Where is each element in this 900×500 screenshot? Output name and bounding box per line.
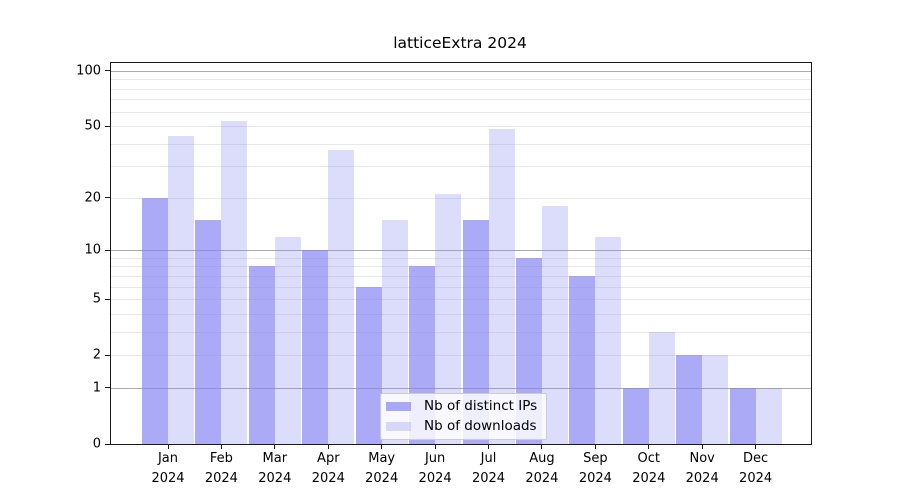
minor-gridline: [111, 355, 811, 357]
x-tick: [488, 444, 489, 449]
minor-gridline: [111, 275, 811, 277]
bar-distinct-ips-mar: [248, 266, 275, 444]
y-tick: [105, 443, 110, 445]
bar-distinct-ips-feb: [195, 219, 222, 444]
y-tick: [105, 125, 110, 127]
minor-gridline: [111, 257, 811, 259]
major-gridline: [111, 387, 811, 389]
bar-distinct-ips-dec: [729, 387, 756, 444]
bar-downloads-nov: [702, 355, 729, 444]
bar-distinct-ips-sep: [569, 275, 596, 444]
y-tick-label: 50: [84, 118, 101, 134]
bar-downloads-jan: [168, 136, 194, 444]
bar-distinct-ips-nov: [676, 355, 703, 444]
y-tick-label: 20: [84, 190, 101, 206]
x-tick: [755, 444, 757, 449]
legend: Nb of distinct IPs Nb of downloads: [380, 393, 548, 440]
y-tick-label: 1: [92, 380, 101, 396]
y-tick: [105, 387, 110, 389]
y-tick-label: 100: [76, 63, 101, 79]
x-tick-label: Oct 2024: [632, 451, 666, 486]
minor-gridline: [111, 266, 811, 268]
x-tick-label: Feb 2024: [204, 451, 238, 486]
y-tick-label: 10: [84, 242, 101, 258]
y-tick-label: 5: [92, 291, 101, 307]
minor-gridline: [111, 79, 811, 81]
minor-gridline: [111, 111, 811, 113]
y-tick: [105, 70, 110, 72]
bar-downloads-mar: [274, 236, 301, 444]
minor-gridline: [111, 88, 811, 90]
legend-swatch-distinct-ips: [386, 402, 411, 411]
bar-downloads-sep: [595, 236, 622, 444]
bar-downloads-feb: [221, 121, 248, 444]
x-tick: [648, 444, 650, 449]
minor-gridline: [111, 166, 811, 168]
minor-gridline: [111, 313, 811, 315]
legend-item-downloads: Nb of downloads: [386, 418, 537, 435]
x-tick: [274, 444, 276, 449]
chart-title: latticeExtra 2024: [393, 34, 527, 52]
y-tick-label: 0: [92, 436, 101, 452]
x-tick-label: Mar 2024: [258, 451, 292, 486]
y-tick: [105, 354, 110, 356]
bar-distinct-ips-may: [355, 286, 382, 444]
x-tick: [434, 444, 436, 449]
legend-swatch-downloads: [386, 422, 411, 431]
legend-label-downloads: Nb of downloads: [424, 418, 537, 434]
bar-downloads-jul: [488, 129, 515, 444]
x-tick-label: Jul 2024: [471, 451, 506, 486]
minor-gridline: [111, 99, 811, 101]
x-tick: [381, 444, 383, 449]
y-tick: [105, 298, 110, 300]
x-tick: [220, 444, 222, 449]
bar-distinct-ips-apr: [302, 250, 329, 444]
minor-gridline: [111, 331, 811, 333]
bar-downloads-apr: [328, 149, 355, 444]
y-tick: [105, 197, 110, 199]
x-tick: [541, 444, 543, 449]
major-gridline: [111, 70, 811, 72]
legend-item-distinct-ips: Nb of distinct IPs: [386, 398, 537, 415]
x-tick-label: Jun 2024: [418, 451, 452, 486]
x-tick-label: Aug 2024: [525, 451, 559, 486]
minor-gridline: [111, 197, 811, 199]
x-tick: [327, 444, 329, 449]
minor-gridline: [111, 286, 811, 288]
bar-distinct-ips-jan: [142, 197, 168, 444]
legend-label-distinct-ips: Nb of distinct IPs: [424, 398, 538, 414]
y-tick: [105, 249, 110, 251]
x-tick-label: Dec 2024: [739, 451, 773, 486]
minor-gridline: [111, 126, 811, 128]
x-tick: [167, 444, 169, 449]
x-tick-label: Sep 2024: [578, 451, 612, 486]
x-tick-label: Apr 2024: [311, 451, 345, 486]
plot-area: 0 1 2 5 10 20 50 100 Jan 2024 Feb 2024 Mar 2024 Apr 202…: [76, 62, 812, 486]
bar-downloads-oct: [648, 331, 675, 444]
minor-gridline: [111, 143, 811, 145]
y-tick-label: 2: [92, 347, 101, 363]
x-tick-label: Jan 2024: [151, 451, 185, 486]
x-tick-label: Nov 2024: [685, 451, 719, 486]
bar-distinct-ips-oct: [622, 387, 649, 444]
minor-gridline: [111, 299, 811, 301]
bar-downloads-dec: [755, 387, 782, 444]
x-tick: [594, 444, 596, 449]
major-gridline: [111, 250, 811, 252]
x-tick: [701, 444, 703, 449]
x-tick-label: May 2024: [365, 451, 399, 486]
